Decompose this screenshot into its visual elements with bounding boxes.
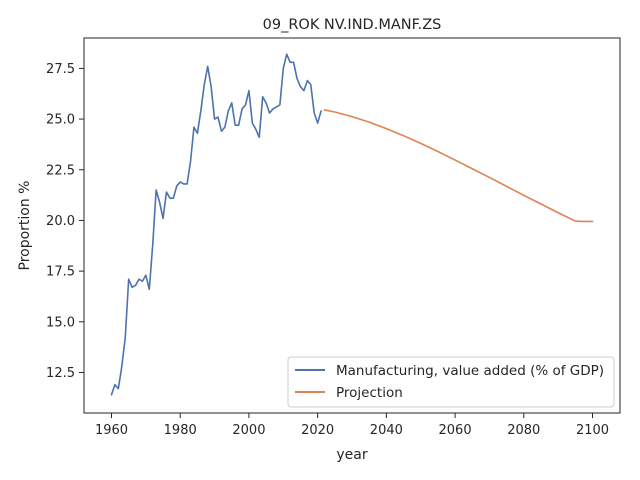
y-tick-label: 22.5: [46, 163, 75, 178]
y-axis: 12.5 15.0 17.5 20.0 22.5 25.0 27.5: [46, 62, 84, 381]
legend-label-projection: Projection: [336, 385, 403, 401]
y-axis-label: Proportion %: [17, 181, 33, 271]
series-line-0: [110, 53, 322, 396]
axes-frame: [83, 37, 621, 414]
y-tick-label: 20.0: [46, 214, 75, 229]
x-tick-label: 2040: [370, 423, 403, 438]
y-tick-label: 15.0: [46, 315, 75, 330]
plot-area: [110, 53, 594, 396]
x-tick-label: 2060: [439, 423, 472, 438]
y-tick-label: 17.5: [46, 265, 75, 280]
series-line-1: [323, 109, 594, 223]
x-tick-label: 1980: [164, 423, 197, 438]
x-tick-label: 2100: [576, 423, 609, 438]
x-tick-label: 2020: [301, 423, 334, 438]
y-tick-label: 25.0: [46, 113, 75, 128]
chart-title: 09_ROK NV.IND.MANF.ZS: [263, 17, 442, 33]
legend-box: [287, 356, 615, 408]
legend-label-manufacturing: Manufacturing, value added (% of GDP): [336, 363, 604, 379]
y-tick-label: 12.5: [46, 366, 75, 381]
x-axis: 1960 1980 2000 2020 2040 2060 2080 2100: [95, 413, 609, 438]
x-tick-label: 1960: [95, 423, 128, 438]
x-tick-label: 2080: [507, 423, 540, 438]
y-tick-label: 27.5: [46, 62, 75, 77]
x-axis-label: year: [336, 447, 367, 463]
legend: Manufacturing, value added (% of GDP) Pr…: [287, 356, 615, 408]
x-tick-label: 2000: [232, 423, 265, 438]
